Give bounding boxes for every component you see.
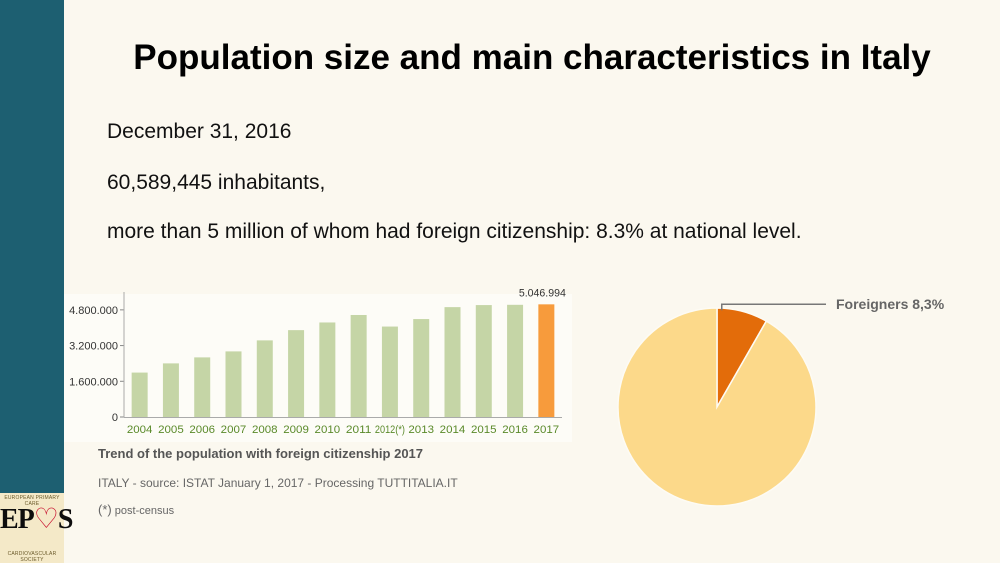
x-tick-label: 2009 [283,424,309,436]
note-mark: (*) [98,502,112,517]
x-tick-label: 2017 [534,424,560,436]
x-tick-label: 2012(*) [375,424,405,436]
note-text: post-census [114,505,175,517]
bar-2014 [444,307,461,417]
bar-2011 [350,314,367,417]
bar-2008 [256,340,273,417]
y-tick-label: 4.800.000 [69,305,118,317]
bar-2012(*) [381,326,398,417]
pie-leader-line [721,303,826,311]
pie-slice-rest [617,307,817,507]
x-tick-label: 2008 [252,424,278,436]
x-tick-label: 2007 [221,424,247,436]
inhabitants-line: 60,589,445 inhabitants, [107,171,326,194]
bar-2007 [225,351,242,417]
note-caption: (*) post-census [98,502,174,517]
foreign-line: more than 5 million of whom had foreign … [107,220,802,243]
x-tick-label: 2015 [471,424,497,436]
y-tick-label: 0 [112,412,118,424]
x-tick-label: 2011 [346,424,372,436]
bar-2015 [475,305,492,417]
x-tick-label: 2005 [158,424,184,436]
bar-2006 [194,357,211,417]
x-tick-label: 2010 [315,424,341,436]
pie-slice-label: Foreigners 8,3% [836,296,945,312]
epcs-logo: EUROPEAN PRIMARY CARE EP♡S CARDIOVASCULA… [0,493,73,563]
y-tick-label: 3.200.000 [69,341,118,353]
chart-caption: Trend of the population with foreign cit… [98,446,424,461]
bar-2005 [162,363,179,417]
x-tick-label: 2014 [440,424,466,436]
date-line: December 31, 2016 [107,120,292,143]
logo-wordmark: EP♡S [0,504,73,535]
bar-2017 [538,304,555,417]
logo-top-text: EUROPEAN PRIMARY CARE [4,495,60,507]
bar-2013 [413,319,430,417]
bar-2016 [507,304,524,417]
logo-bottom-text: CARDIOVASCULAR SOCIETY [7,551,57,563]
bar-data-label: 5.046.994 [519,287,566,299]
slide-title: Population size and main characteristics… [133,38,931,77]
x-tick-label: 2004 [127,424,153,436]
bar-2004 [131,372,148,417]
source-caption: ITALY - source: ISTAT January 1, 2017 - … [98,476,458,490]
heart-icon: ♡ [33,504,59,535]
x-tick-label: 2016 [502,424,528,436]
bar-2009 [288,330,305,417]
y-tick-label: 1.600.000 [69,376,118,388]
x-tick-label: 2006 [189,424,215,436]
bar-2010 [319,322,336,417]
x-tick-label: 2013 [408,424,434,436]
side-band [0,0,64,563]
